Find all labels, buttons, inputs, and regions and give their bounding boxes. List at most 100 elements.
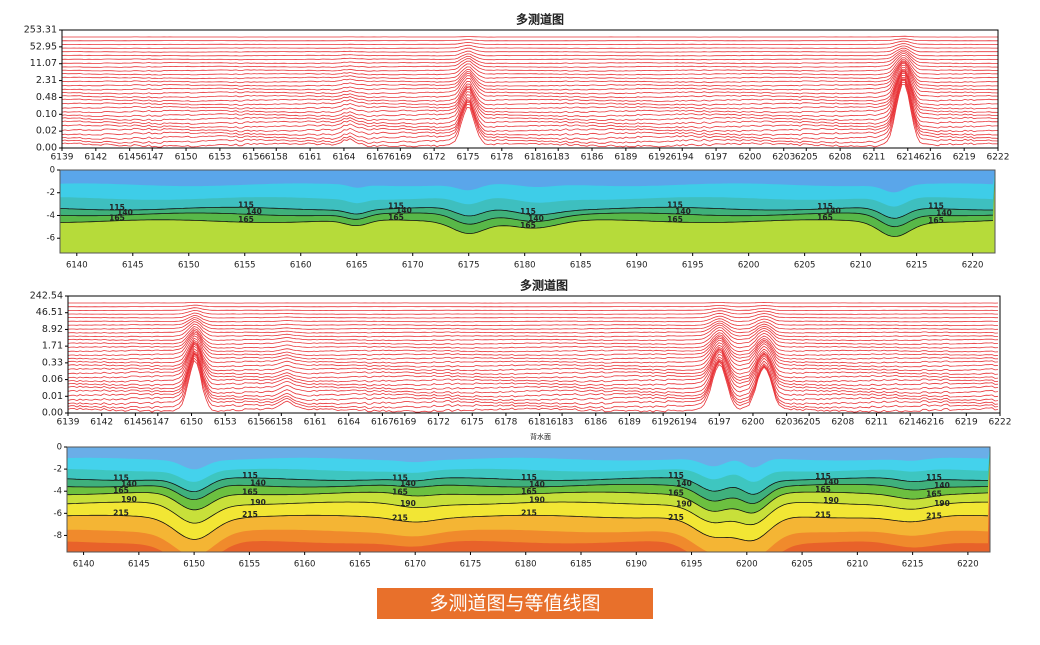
trace [61,64,999,95]
x-tick-label: 6142 [84,153,107,163]
trace [61,38,998,42]
trace [67,345,999,383]
x-tick-label: 6180 [514,261,536,271]
contour-label: 215 [521,508,537,517]
y-tick-label: 0.00 [36,143,57,154]
x-tick-label: 6186 [581,153,604,163]
trace [67,312,998,319]
contour-label: 140 [250,479,266,488]
x-tick-label: 6155 [234,261,256,271]
charts: 多测道图 253.31 52.95 11.07 2.31 0.48 0.10 0.02 0.00… [24,12,1012,570]
x-tick-label: 6203 [772,153,795,163]
contour-label: 190 [400,499,416,508]
chart-title: 多测道图 [516,12,564,27]
x-tick-label: 6160 [290,261,312,271]
x-tick-label: 6181 [528,418,551,428]
x-tick-label: 6220 [957,560,979,570]
y-tick-label: -2 [54,465,62,475]
plot-frame [67,295,1001,414]
x-tick-label: 6197 [708,418,731,428]
contour-label: 140 [528,214,544,223]
trace [67,352,999,398]
trace [67,333,999,357]
x-tick-label: 6139 [51,153,74,163]
trace [61,55,999,72]
contour-label: 165 [392,487,408,496]
x-tick-label: 6200 [736,560,758,570]
x-tick-label: 6216 [921,418,944,428]
contour-label: 165 [520,221,536,230]
trace [61,70,998,106]
x-tick-label: 6222 [989,418,1012,428]
x-tick-label: 6156 [242,153,265,163]
contour-label: 165 [521,487,537,496]
x-tick-label: 6161 [304,418,327,428]
x-tick-label: 6189 [618,418,641,428]
contour-label: 215 [668,513,684,522]
contour-label: 115 [521,473,537,482]
x-tick-label: 6181 [524,153,547,163]
x-tick-label: 6153 [208,153,231,163]
x-tick-label: 6178 [494,418,517,428]
x-tick-label: 6155 [239,560,261,570]
x-tick-label: 6140 [73,560,95,570]
contour-label: 115 [392,473,408,482]
contour-label: 140 [246,207,262,216]
trace [61,68,999,103]
contour-label: 115 [113,473,129,482]
x-tick-label: 6160 [294,560,316,570]
contour-label: 115 [667,200,683,209]
chart-subtitle: 背水面 [530,432,551,441]
y-tick-label: 0.48 [36,92,57,103]
y-tick-label: -6 [47,234,55,244]
trace [61,43,998,49]
trace [61,79,999,141]
trace [67,329,999,349]
band [60,170,995,193]
x-tick-label: 6215 [902,560,924,570]
band [67,447,990,470]
contour-label: 165 [926,489,942,498]
contour-label: 140 [934,481,950,490]
x-tick-label: 6165 [349,560,371,570]
contour-label: 140 [396,206,412,215]
x-tick-label: 6165 [346,261,368,271]
contour-line [66,514,989,542]
trace [61,74,999,122]
x-tick-label: 6205 [795,153,818,163]
contour-line [59,212,994,228]
contour-label: 140 [121,480,137,489]
contour-label: 190 [934,499,950,508]
contour-label: 215 [242,510,258,519]
trace [61,78,998,129]
trace [67,317,999,327]
x-tick-label: 6158 [265,153,288,163]
plot-frame [66,446,991,553]
trace [61,40,998,46]
contour-label: 165 [238,215,254,224]
y-tick-label: 0.06 [42,374,63,385]
trace [67,323,999,338]
x-tick-label: 6200 [738,153,761,163]
y-tick-label: 8.92 [42,324,63,335]
x-tick-label: 6200 [742,418,765,428]
y-tick-label: 46.51 [36,307,63,318]
x-tick-label: 6140 [66,261,88,271]
x-tick-label: 6169 [393,418,416,428]
x-tick-label: 6178 [490,153,513,163]
y-tick-label: -4 [47,211,55,221]
trace [61,47,998,57]
trace [61,78,999,136]
x-tick-label: 6169 [389,153,412,163]
contour-label: 215 [113,509,129,518]
trace [61,72,999,118]
x-tick-label: 6210 [850,261,872,271]
x-tick-label: 6147 [146,418,169,428]
x-tick-label: 6150 [178,261,200,271]
trace [67,318,999,330]
contour-label: 190 [529,496,545,505]
trace [67,337,999,364]
contour-label: 115 [388,202,404,211]
contour-label: 115 [238,200,254,209]
x-tick-label: 6172 [427,418,450,428]
